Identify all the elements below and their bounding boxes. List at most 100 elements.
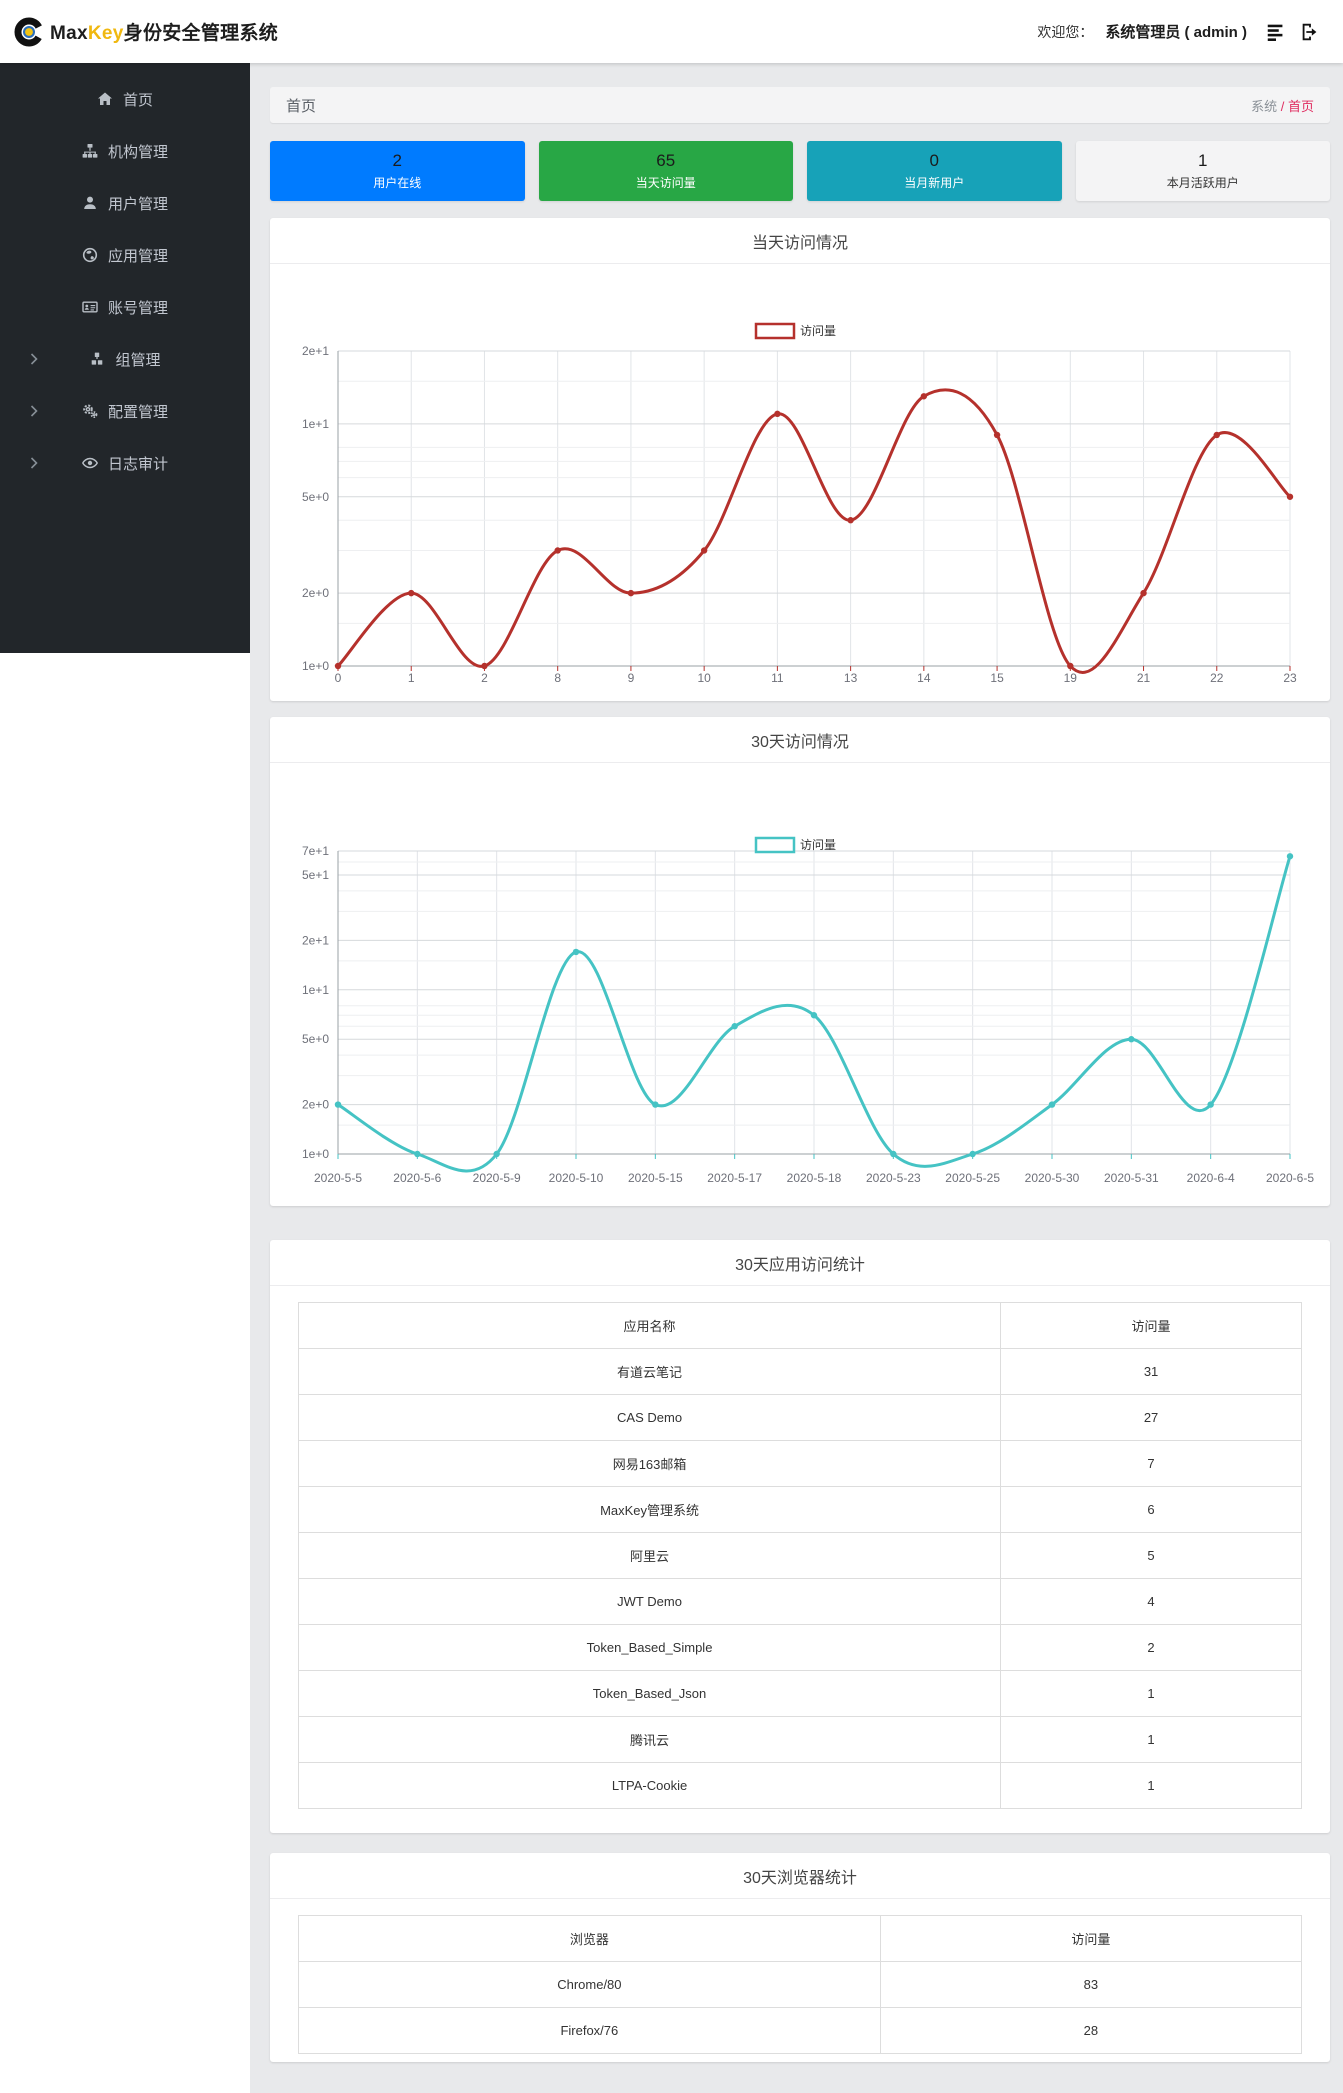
eye-icon	[82, 455, 98, 471]
table-row: 阿里云 5	[297, 1532, 1302, 1579]
list-icon[interactable]	[1265, 21, 1287, 43]
y-axis-tick-label: 2e+1	[302, 933, 329, 947]
chart-point	[890, 1150, 897, 1158]
chevron-right-icon	[26, 351, 42, 367]
sidebar-item-accounts[interactable]: 账号管理	[0, 281, 250, 333]
table-head: 应用名称 访问量	[297, 1302, 1302, 1349]
stat-card: 0 当月新用户	[807, 141, 1062, 201]
globe-icon	[82, 247, 98, 263]
legend-swatch[interactable]	[754, 322, 796, 340]
y-axis-tick-label: 2e+0	[302, 1098, 329, 1112]
sidebar-item-label: 日志审计	[107, 455, 168, 473]
sidebar-item-config[interactable]: 配置管理	[0, 385, 250, 437]
column-header: 应用名称	[297, 1302, 1002, 1349]
stat-label: 当天访问量	[635, 176, 696, 190]
gear-icon	[82, 403, 98, 419]
x-axis-tick-label: 10	[697, 671, 711, 685]
x-axis-tick-label: 8	[554, 671, 561, 685]
chart-point	[572, 948, 580, 956]
x-axis-tick-label: 2020-6-4	[1187, 1171, 1235, 1185]
sidebar-item-home[interactable]: 首页	[0, 73, 250, 125]
sidebar-item-label: 首页	[122, 91, 153, 109]
stat-value: 1	[1198, 151, 1208, 170]
chart-point	[493, 1150, 500, 1158]
chart-point	[652, 1101, 659, 1108]
x-axis-tick-label: 2020-5-17	[707, 1171, 762, 1185]
table-row: Token_Based_Simple 2	[297, 1624, 1302, 1671]
panel-app-stats: 30天应用访问统计 应用名称 访问量 有道云笔记 31 CAS Demo 27 网易163邮…	[270, 1240, 1330, 1833]
table-body: Chrome/80 83 Firefox/76 28	[298, 1961, 1303, 2054]
logout-icon[interactable]	[1299, 21, 1321, 43]
welcome-label: 欢迎您：	[1037, 23, 1094, 40]
y-axis-tick-label: 1e+1	[302, 983, 329, 997]
x-axis-tick-label: 2020-6-5	[1266, 1171, 1314, 1185]
home-icon	[97, 91, 113, 107]
table-cell: CAS Demo	[297, 1394, 1002, 1441]
y-axis-tick-label: 1e+0	[302, 1147, 329, 1161]
x-axis-tick-label: 21	[1137, 671, 1151, 685]
sidebar-item-org[interactable]: 机构管理	[0, 125, 250, 177]
table-cell: 网易163邮箱	[297, 1440, 1002, 1487]
current-user: 系统管理员 ( admin )	[1105, 24, 1247, 41]
main-content: 首页 系统 / 首页 2 用户在线 65 当天访问量 0 当月新用户 1 本月活跃用户 当天访…	[250, 63, 1343, 2093]
x-axis-tick-label: 14	[917, 671, 931, 685]
panel-title: 30天应用访问统计	[270, 1240, 1330, 1286]
sidebar-item-groups[interactable]: 组管理	[0, 333, 250, 385]
table-cell: 5	[1000, 1532, 1302, 1579]
sidebar-item-label: 账号管理	[107, 299, 168, 317]
breadcrumb-root[interactable]: 系统	[1251, 98, 1278, 114]
panel-browser-stats: 30天浏览器统计 浏览器 访问量 Chrome/80 83 Firefox/76 28	[270, 1853, 1330, 2062]
user-icon	[82, 195, 98, 211]
stat-label: 当月新用户	[904, 176, 965, 190]
x-axis-tick-label: 2020-5-18	[787, 1171, 842, 1185]
chevron-right-icon	[26, 403, 42, 419]
chart-point	[408, 589, 415, 597]
table-cell: 7	[1000, 1440, 1302, 1487]
breadcrumb-current[interactable]: 首页	[1287, 98, 1314, 114]
chevron-right-icon	[26, 455, 42, 471]
chart-point	[1067, 662, 1074, 670]
chart-point	[554, 547, 561, 554]
y-axis-tick-label: 1e+1	[302, 417, 329, 431]
x-axis-tick-label: 2020-5-25	[945, 1171, 1000, 1185]
table-row: 有道云笔记 31	[297, 1348, 1302, 1395]
stat-card: 65 当天访问量	[538, 141, 793, 201]
y-axis-tick-label: 1e+0	[302, 659, 329, 673]
stat-card: 2 用户在线	[270, 141, 525, 201]
table-cell: MaxKey管理系统	[297, 1486, 1002, 1533]
chart-point	[1286, 493, 1294, 500]
table-cell: Firefox/76	[298, 2007, 881, 2054]
breadcrumb-separator: /	[1280, 98, 1285, 114]
table-cell: JWT Demo	[297, 1578, 1002, 1625]
legend-label[interactable]: 访问量	[800, 324, 836, 338]
chart-point	[774, 410, 781, 418]
legend-swatch[interactable]	[754, 836, 796, 854]
legend-label[interactable]: 访问量	[800, 838, 836, 852]
chart-point	[1213, 431, 1220, 439]
table-row: Chrome/80 83	[298, 1961, 1303, 2008]
chart-point	[1286, 853, 1294, 860]
stat-value: 2	[392, 151, 402, 170]
chart-point	[481, 662, 488, 670]
table-row: LTPA-Cookie 1	[297, 1762, 1302, 1809]
y-axis-tick-label: 2e+1	[302, 344, 329, 358]
chart-point	[810, 1012, 818, 1019]
breadcrumb-bar: 首页 系统 / 首页	[270, 87, 1330, 123]
sidebar-item-apps[interactable]: 应用管理	[0, 229, 250, 281]
browser-stats-table-wrap: 浏览器 访问量 Chrome/80 83 Firefox/76 28	[270, 1899, 1330, 2062]
chart-point	[1128, 1036, 1135, 1043]
panel-daily-visits: 当天访问情况 2e+1 1e+1 5e+0 2e+0 1e+0 0 1 2 8 9 10 11 13 14…	[270, 218, 1330, 701]
sidebar-item-audit[interactable]: 日志审计	[0, 437, 250, 489]
panel-title: 当天访问情况	[270, 218, 1330, 264]
top-header: MaxKey身份安全管理系统 欢迎您： 系统管理员 ( admin )	[0, 0, 1343, 63]
y-axis-tick-label: 7e+1	[302, 844, 329, 858]
sidebar-item-label: 应用管理	[107, 247, 168, 265]
table-body: 有道云笔记 31 CAS Demo 27 网易163邮箱 7 MaxKey管理系统 6 阿里云 5…	[297, 1348, 1302, 1809]
table-cell: 31	[1000, 1348, 1302, 1395]
y-axis-tick-label: 5e+0	[302, 1032, 329, 1046]
column-header: 访问量	[1000, 1302, 1302, 1349]
chart-point	[731, 1023, 738, 1030]
sidebar-item-label: 组管理	[115, 351, 161, 369]
x-axis-tick-label: 2020-5-23	[866, 1171, 921, 1185]
sidebar-item-users[interactable]: 用户管理	[0, 177, 250, 229]
